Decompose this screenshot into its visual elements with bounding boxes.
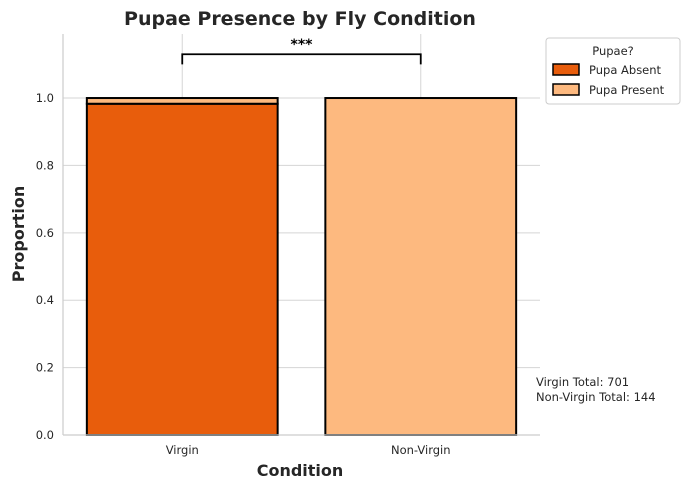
y-tick-label: 0.6 xyxy=(36,226,54,240)
y-tick-label: 0.0 xyxy=(36,428,54,442)
y-tick-label: 0.4 xyxy=(36,293,54,307)
legend-title: Pupae? xyxy=(592,44,634,58)
legend: Pupae? Pupa Absent Pupa Present xyxy=(545,37,681,105)
y-tick-label: 1.0 xyxy=(36,91,54,105)
y-tick-label: 0.8 xyxy=(36,158,54,172)
chart-title: Pupae Presence by Fly Condition xyxy=(124,8,476,30)
legend-swatch-pupa-absent xyxy=(552,63,580,76)
legend-swatch-pupa-present xyxy=(552,83,580,96)
legend-label-pupa-present: Pupa Present xyxy=(589,83,665,97)
bar-virgin-pupa-present xyxy=(85,97,279,105)
x-tick-label-non-virgin: Non-Virgin xyxy=(391,443,451,457)
significance-bracket: *** xyxy=(181,37,422,65)
totals-annotation: Virgin Total: 701 Non-Virgin Total: 144 xyxy=(536,375,656,404)
axes: 0.0 0.2 0.4 0.6 0.8 1.0 Virgin Non-Virgin xyxy=(36,34,540,457)
y-tick-label: 0.2 xyxy=(36,361,54,375)
x-axis-label: Condition xyxy=(257,461,344,480)
legend-label-pupa-absent: Pupa Absent xyxy=(589,63,662,77)
virgin-total-annotation: Virgin Total: 701 xyxy=(536,375,629,389)
significance-bracket-line xyxy=(181,53,422,65)
non-virgin-total-annotation: Non-Virgin Total: 144 xyxy=(536,390,656,404)
bar-virgin-pupa-absent xyxy=(85,102,279,436)
bar-non-virgin-pupa-present xyxy=(324,97,518,436)
bars xyxy=(85,97,518,436)
x-tick-label-virgin: Virgin xyxy=(166,443,199,457)
significance-label: *** xyxy=(291,37,314,53)
y-axis-label: Proportion xyxy=(9,186,28,282)
